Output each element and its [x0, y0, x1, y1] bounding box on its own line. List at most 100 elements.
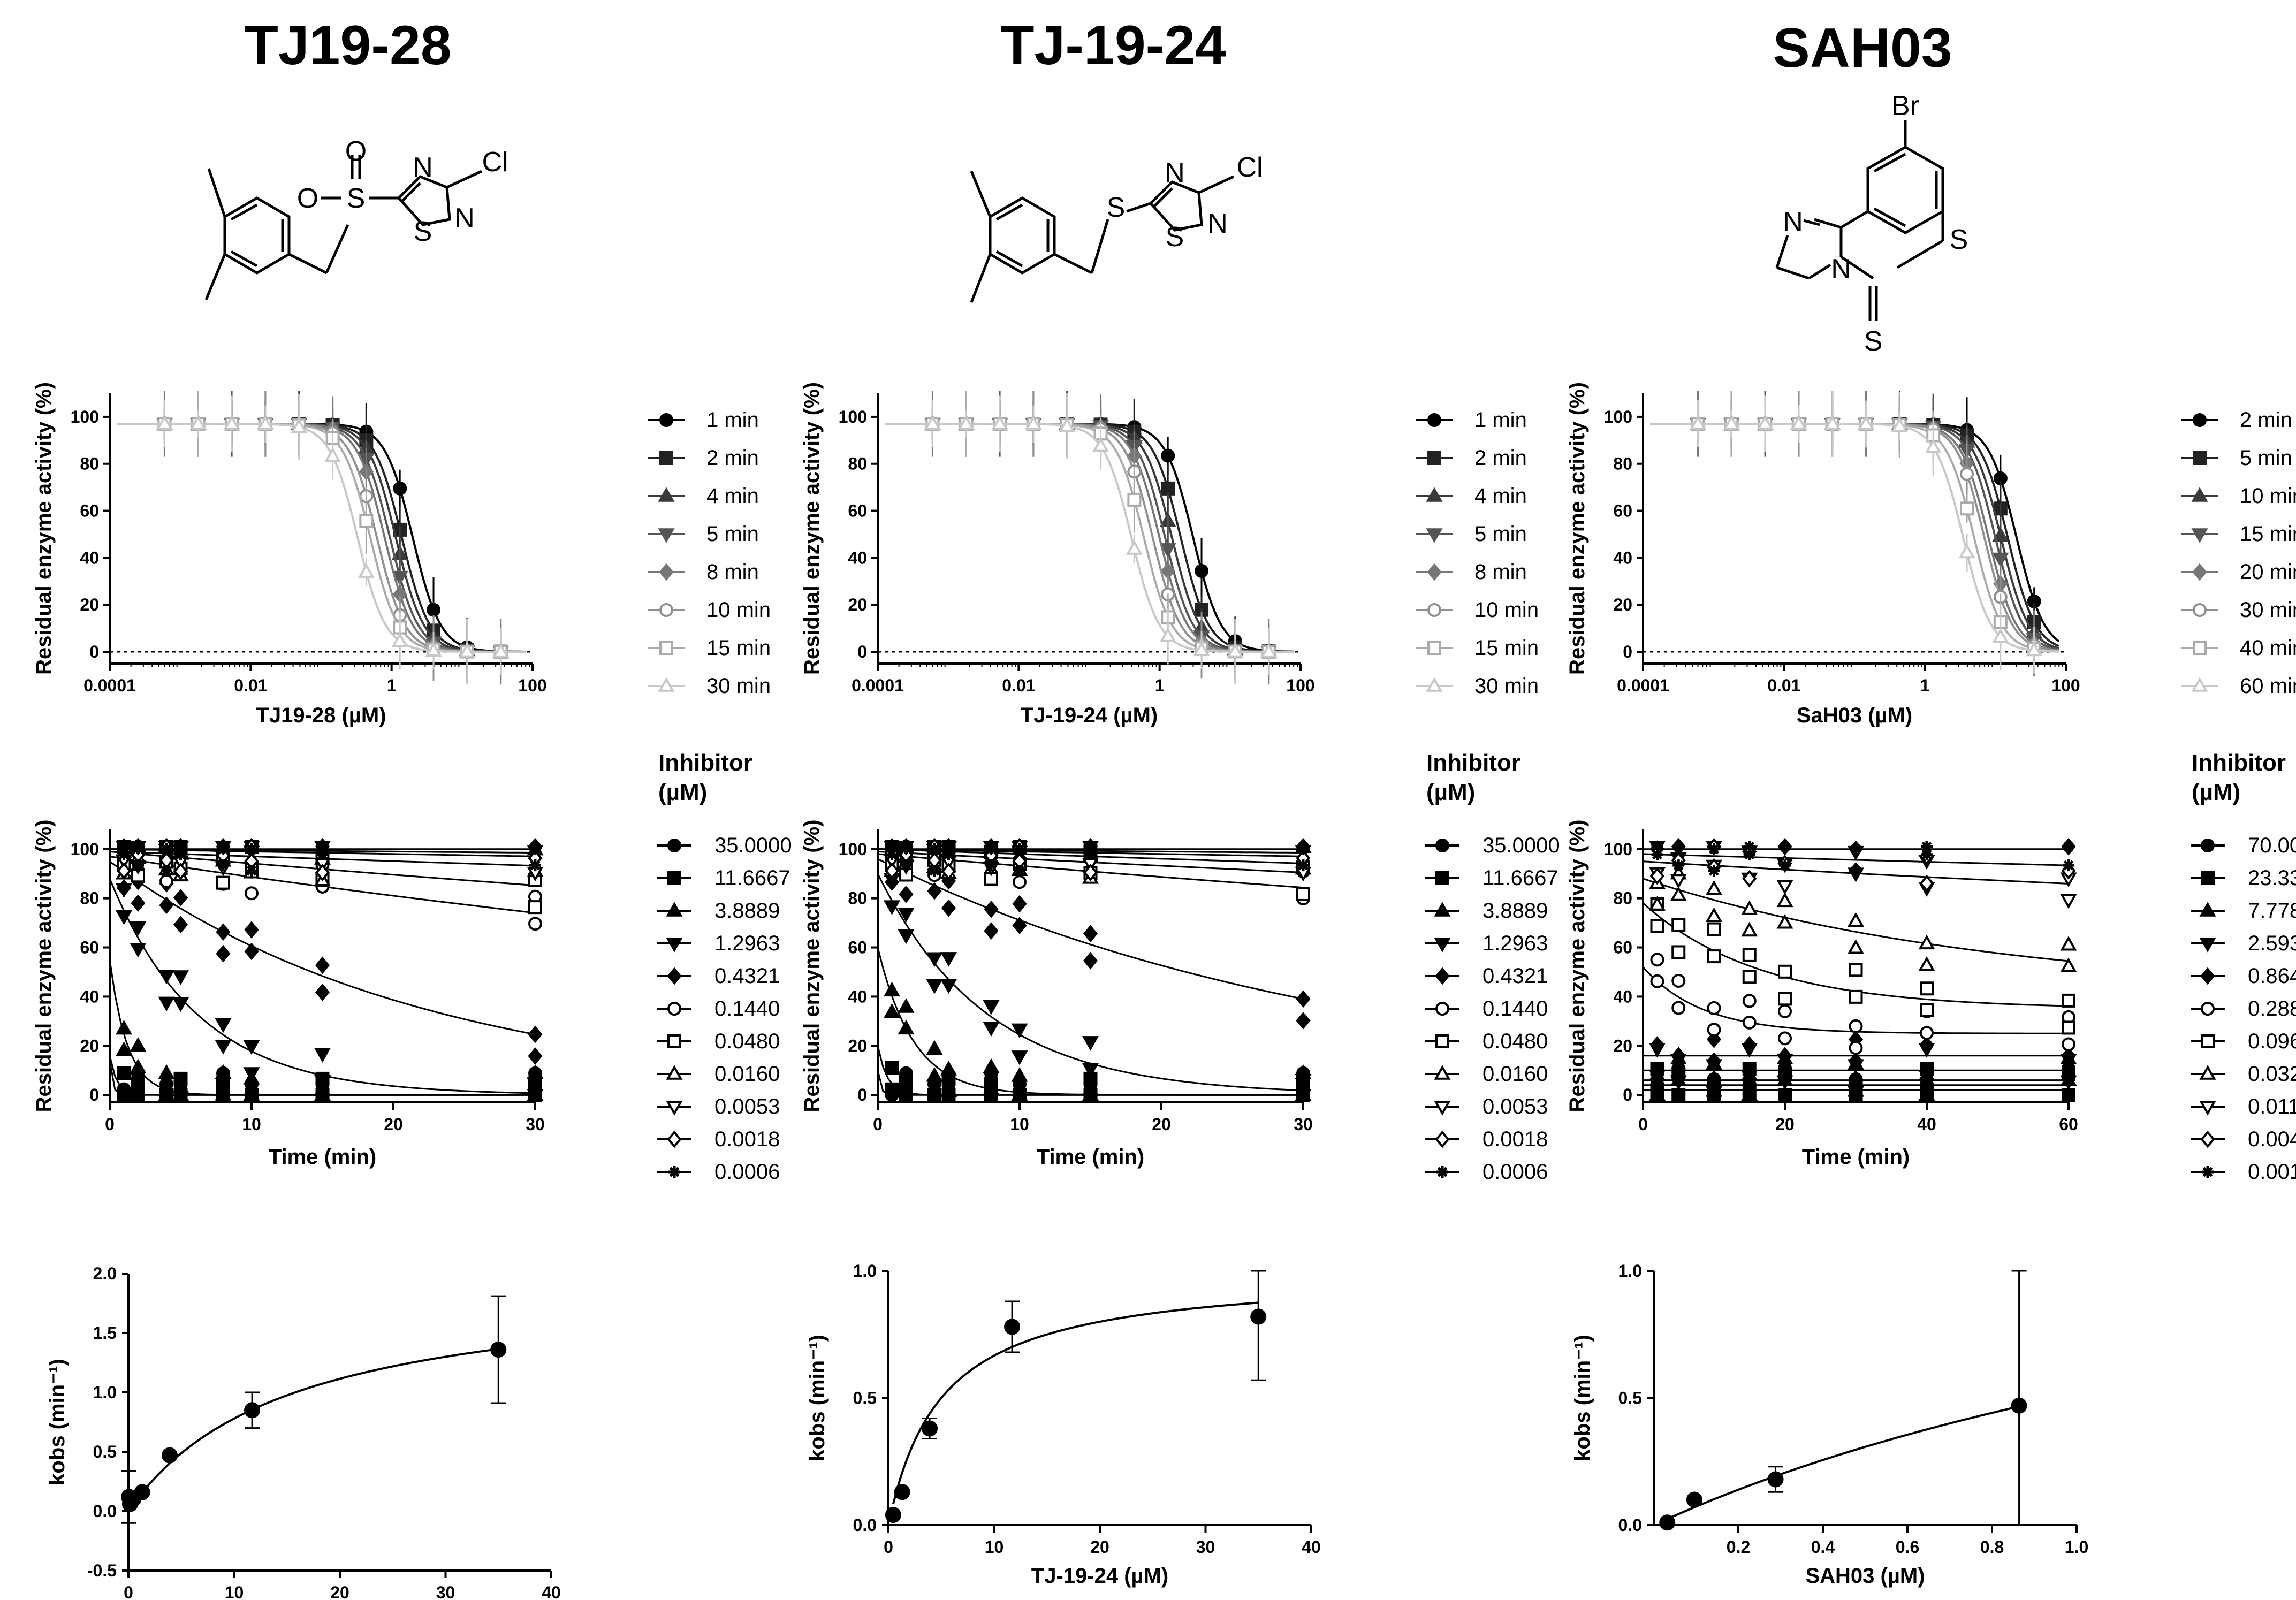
- legend-marker: [667, 871, 681, 885]
- y-tick-label: 80: [80, 454, 99, 474]
- x-tick-label: 30: [1294, 1115, 1313, 1134]
- fit-curve: [117, 423, 526, 653]
- fit-curve: [885, 423, 1294, 653]
- data-point: [1082, 1036, 1099, 1051]
- data-point: [130, 1058, 147, 1073]
- data-point: [528, 917, 542, 931]
- kobs-y-axis-label: kobs (min⁻¹): [1571, 1335, 1594, 1461]
- legend-label: 10 min: [2240, 484, 2296, 508]
- x-tick-label: 100: [2051, 676, 2080, 695]
- y-tick-label: 80: [848, 889, 867, 908]
- x-tick-label: 0: [873, 1115, 883, 1134]
- data-point: [1723, 415, 1740, 430]
- legend-label: 0.011: [2248, 1095, 2296, 1118]
- y-tick-label: 0: [1623, 1085, 1632, 1104]
- x-tick-label: 40: [1302, 1537, 1321, 1557]
- data-point: [391, 632, 408, 647]
- data-point: [315, 864, 330, 881]
- data-point: [131, 1076, 145, 1091]
- data-point: [1648, 896, 1666, 911]
- data-point: [940, 1061, 957, 1076]
- y-tick-label: 0.0: [93, 1502, 117, 1521]
- legend-marker: [667, 1002, 681, 1016]
- data-point: [2026, 641, 2043, 657]
- data-point: [1779, 841, 1791, 853]
- atom-n-3: N: [1165, 157, 1185, 188]
- x-tick-label: 0: [105, 1115, 115, 1134]
- data-point: [215, 1040, 232, 1055]
- pc-y-axis-label: Residual enzyme activity (%): [800, 820, 824, 1113]
- data-point: [1847, 912, 1865, 927]
- pc-x-axis-label: Time (min): [1802, 1145, 1910, 1169]
- data-point: [161, 843, 172, 855]
- data-point: [1082, 1086, 1099, 1101]
- data-point: [1059, 417, 1076, 432]
- data-point: [1918, 1086, 1935, 1101]
- data-point: [1083, 951, 1098, 970]
- legend-label: 30 min: [2240, 598, 2296, 622]
- data-point: [1161, 448, 1175, 463]
- data-point: [1650, 974, 1664, 988]
- data-point: [1743, 848, 1755, 860]
- data-point: [1790, 415, 1807, 430]
- data-point: [1011, 1067, 1028, 1082]
- data-point: [1193, 641, 1210, 657]
- legend-marker: [2200, 967, 2215, 985]
- data-point: [1847, 1086, 1865, 1101]
- legend-marker: [1435, 871, 1449, 885]
- kobs-y-axis-label: kobs (min⁻¹): [45, 1359, 69, 1485]
- data-point: [1159, 543, 1176, 558]
- fit-curve: [1643, 878, 2069, 962]
- y-tick-label: 1.0: [93, 1383, 117, 1402]
- data-point: [1920, 1003, 1934, 1017]
- data-point: [1707, 1001, 1721, 1015]
- data-point: [1777, 1047, 1792, 1065]
- data-point: [2062, 993, 2075, 1008]
- data-point: [900, 859, 912, 872]
- dose-response-chart-2: 0 20 40 60 80 100 0.0001 0.01 1 100 Residual enzym…: [800, 382, 1539, 727]
- dr-x-axis-label: SaH03 (µM): [1797, 704, 1912, 727]
- data-point: [223, 415, 240, 430]
- legend-title-unit: (µM): [658, 779, 707, 805]
- data-point: [898, 929, 915, 944]
- atom-n-6: N: [1831, 254, 1851, 285]
- legend-label: 23.333: [2248, 866, 2296, 890]
- atom-s-4: S: [1166, 222, 1184, 253]
- legend-label: 0.4321: [1482, 964, 1548, 988]
- legend-label: 0.864: [2248, 964, 2296, 988]
- data-point: [156, 415, 173, 430]
- data-point: [1742, 970, 1757, 984]
- data-point: [2063, 841, 2074, 853]
- data-point: [894, 1484, 910, 1500]
- data-point: [1649, 867, 1665, 885]
- fit-curve: [885, 423, 1294, 653]
- data-point: [215, 1018, 232, 1033]
- legend-marker: [1426, 677, 1443, 692]
- data-point: [459, 643, 476, 658]
- x-tick-label: 0.8: [1980, 1537, 2004, 1557]
- data-point: [1295, 1073, 1312, 1089]
- data-point: [926, 1040, 943, 1055]
- atom-s-1: S: [347, 183, 366, 214]
- x-tick-label: 20: [330, 1583, 349, 1600]
- legend-label: 0.0480: [1482, 1030, 1548, 1053]
- data-point: [291, 418, 308, 433]
- pc-y-axis-label: Residual enzyme activity (%): [1565, 820, 1589, 1113]
- atom-br-1: Br: [1891, 90, 1919, 121]
- data-point: [314, 1048, 331, 1063]
- data-point: [898, 998, 915, 1013]
- x-tick-label: 0.01: [1002, 676, 1035, 695]
- data-point: [2061, 1047, 2076, 1065]
- data-point: [1824, 415, 1841, 430]
- data-point: [132, 841, 144, 853]
- fit-curve: [117, 423, 526, 653]
- legend-marker: [666, 1101, 683, 1116]
- data-point: [900, 841, 912, 853]
- data-point: [1920, 981, 1934, 996]
- legend-marker: [2191, 528, 2208, 543]
- data-point: [1686, 1491, 1702, 1508]
- data-point: [898, 908, 915, 923]
- atom-cl-2: Cl: [1236, 152, 1263, 183]
- data-point: [1297, 841, 1309, 853]
